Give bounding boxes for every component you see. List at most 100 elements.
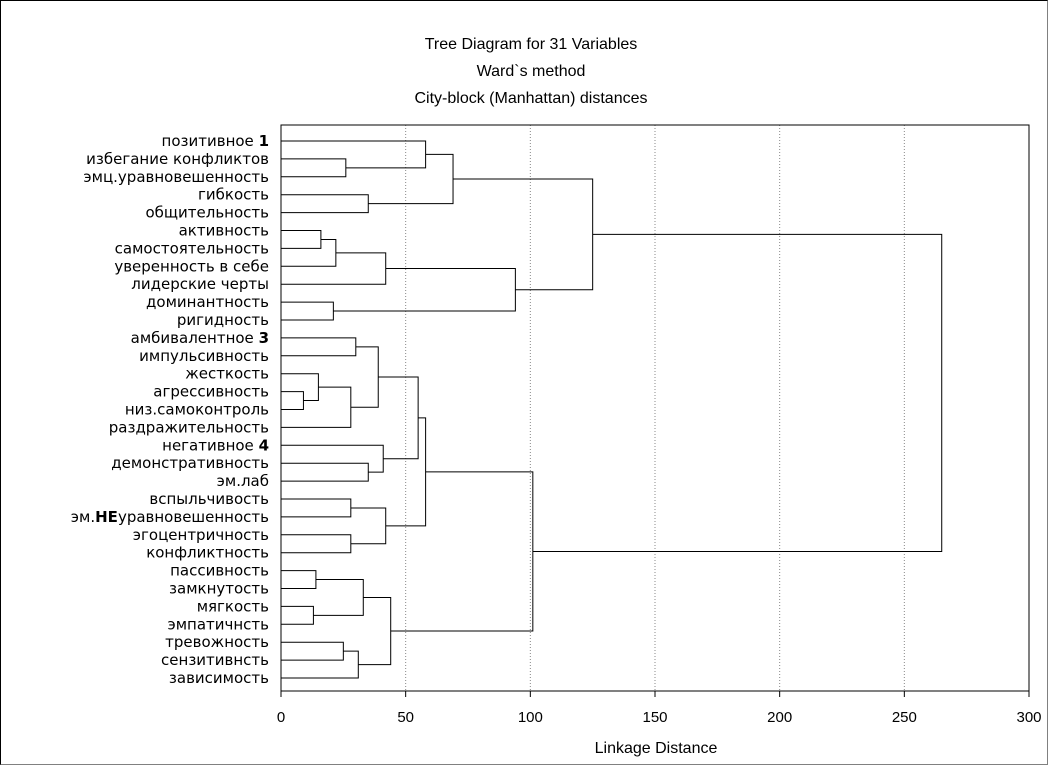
merge-link-17 [378,376,419,460]
merge-link-12 [281,373,319,402]
leaf-label-19: эм.лаб [217,472,269,490]
leaf-label-27: эмпатичнсть [167,615,269,633]
merge-link-15 [281,462,369,482]
merge-link-1 [281,140,427,169]
merge-link-24 [313,579,364,616]
leaf-label-2: эмц.уравновешенность [83,168,269,186]
merge-link-26 [281,650,359,679]
leaf-label-7: уверенность в себе [114,257,269,275]
x-tick-label-250: 250 [892,709,917,726]
leaf-label-17: негативное 4 [162,436,269,454]
leaf-label-9: доминантность [146,293,269,311]
merge-link-8 [333,268,516,312]
leaf-label-text: позитивное [162,132,259,150]
leaf-label-3: гибкость [198,186,269,204]
merge-link-20 [350,507,387,545]
leaf-label-18: демонстративность [111,454,269,472]
leaf-label-5: активность [179,222,269,240]
merge-link-9 [453,178,594,291]
leaf-label-text: низ.самоконтроль [125,401,269,419]
leaf-label-text: избегание конфликтов [86,150,269,168]
merge-link-2 [281,194,369,214]
merge-link-6 [281,252,387,285]
leaf-label-text: импульсивность [139,347,269,365]
leaf-label-25: замкнутость [169,580,269,598]
leaf-label-text: вспыльчивость [149,490,269,508]
leaf-label-text: ригидность [177,311,269,329]
leaf-label-0: позитивное 1 [162,132,269,150]
leaf-label-6: самостоятельность [115,239,269,257]
leaf-label-text: эм.лаб [217,472,269,490]
leaf-label-text: эм. [71,508,95,526]
leaf-label-text: пассивность [170,562,269,580]
leaf-label-text: жесткость [185,365,269,383]
leaf-label-text: эгоцентричность [133,526,269,544]
x-tick-label-0: 0 [277,709,285,726]
leaf-label-23: конфликтность [146,544,269,562]
dendrogram-links [281,140,943,679]
leaf-label-text: конфликтность [146,544,269,562]
merge-link-11 [281,391,304,410]
leaf-label-text: самостоятельность [115,239,269,257]
x-tick-label-200: 200 [767,709,792,726]
leaf-label-8: лидерские черты [131,275,269,293]
merge-link-23 [281,605,314,625]
merge-link-28 [390,471,534,632]
merge-link-10 [281,337,357,357]
merge-link-3 [368,153,454,205]
grid-lines [405,125,905,691]
leaf-label-text: эмц.уравновешенность [83,168,269,186]
x-tick-label-100: 100 [518,709,543,726]
x-tick-label-150: 150 [642,709,667,726]
merge-link-22 [281,570,317,589]
leaf-label-1: избегание конфликтов [86,150,269,168]
leaf-label-text: агрессивность [153,383,269,401]
leaf-label-bold: 3 [259,329,269,347]
leaf-label-4: общительность [145,204,269,222]
leaf-label-26: мягкость [197,597,269,615]
leaf-label-suffix: уравновешенность [118,508,269,526]
leaf-label-11: амбивалентное 3 [131,329,269,347]
leaf-label-21: эм.НЕуравновешенность [71,508,269,526]
chart-subtitle-distance: City-block (Manhattan) distances [415,90,648,107]
merge-link-5 [281,238,337,267]
leaf-label-text: сензитивнсть [161,651,269,669]
leaf-label-bold: 4 [259,436,269,454]
x-tick-label-300: 300 [1016,709,1041,726]
leaf-label-text: общительность [145,204,269,222]
leaf-label-bold: 1 [259,132,269,150]
leaf-label-13: жесткость [185,365,269,383]
leaf-label-text: раздражительность [109,418,269,436]
leaf-label-text: мягкость [197,597,269,615]
leaf-label-22: эгоцентричность [133,526,269,544]
merge-link-18 [281,498,352,518]
x-axis: 0 50 100 150 200 250 300 [277,691,1042,726]
merge-link-4 [281,230,322,249]
chart-subtitle-method: Ward`s method [477,63,586,80]
merge-link-19 [281,534,352,554]
leaf-label-text: лидерские черты [131,275,269,293]
leaf-label-29: сензитивнсть [161,651,269,669]
leaf-label-bold: НЕ [95,508,118,526]
leaf-label-text: демонстративность [111,454,269,472]
leaf-label-30: зависимость [169,669,269,687]
leaf-label-16: раздражительность [109,418,269,436]
leaf-label-text: тревожность [165,633,269,651]
leaf-label-24: пассивность [170,562,269,580]
leaf-label-20: вспыльчивость [149,490,269,508]
merge-link-25 [281,641,344,661]
merge-link-13 [281,386,352,428]
merge-link-29 [532,233,943,552]
leaf-label-10: ригидность [177,311,269,329]
leaf-label-14: агрессивность [153,383,269,401]
x-axis-title: Linkage Distance [595,740,718,757]
leaf-label-text: зависимость [169,669,269,687]
leaf-label-text: эмпатичнсть [167,615,269,633]
merge-link-7 [281,301,334,321]
leaf-label-28: тревожность [165,633,269,651]
merge-link-21 [385,417,427,527]
chart-title: Tree Diagram for 31 Variables [425,36,638,53]
